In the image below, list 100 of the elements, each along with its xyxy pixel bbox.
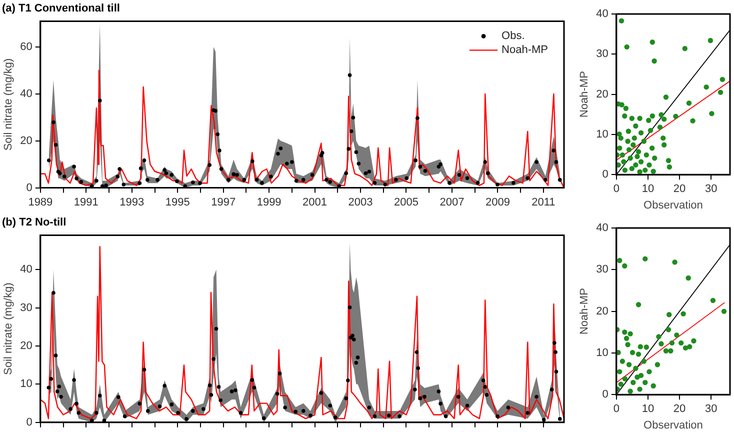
point (663, 348, 669, 354)
point (633, 123, 638, 129)
point (654, 362, 660, 368)
y-axis-title: Noah-MP (578, 288, 591, 335)
x-tick-label: 1993 (120, 196, 144, 208)
x-axis-title: Observation (644, 199, 703, 212)
y-tick-label: 0 (602, 168, 608, 181)
point (622, 113, 628, 119)
x-tick-label: 10 (642, 403, 654, 416)
point (638, 130, 644, 136)
point (633, 366, 638, 371)
x-tick-label: 1991 (74, 196, 98, 208)
point (636, 352, 642, 357)
point (618, 382, 624, 387)
point (637, 116, 642, 121)
point (720, 76, 726, 82)
chart-title: (a) T1 Conventional till (2, 2, 120, 15)
point (641, 358, 646, 364)
point (629, 116, 634, 121)
point (666, 158, 672, 164)
point (668, 348, 674, 354)
x-tick-label: 1995 (165, 196, 190, 208)
point (658, 341, 664, 346)
point (709, 110, 714, 116)
point (686, 275, 691, 281)
point (616, 369, 622, 374)
point (656, 334, 662, 340)
point (641, 138, 646, 144)
y-tick-label: 30 (596, 48, 608, 60)
point (622, 263, 628, 268)
x-tick-label: 2003 (348, 196, 373, 208)
point (630, 142, 636, 148)
point (618, 18, 624, 24)
point (673, 114, 678, 119)
point (620, 358, 626, 364)
y-tick-label: 0 (602, 388, 608, 401)
point (704, 84, 709, 90)
y-tick-label: 40 (20, 264, 32, 276)
point (621, 159, 626, 164)
y-tick-label: 10 (596, 128, 608, 140)
y-tick-label: 20 (596, 305, 608, 318)
point (616, 146, 622, 151)
y-tick-label: 20 (596, 88, 608, 100)
point (646, 162, 652, 168)
point (661, 142, 667, 148)
point (661, 116, 667, 122)
point (666, 327, 672, 332)
point (708, 38, 714, 44)
point (650, 168, 656, 174)
chart-title: (b) T2 No-till (2, 216, 66, 229)
x-axis-title: Observation (644, 419, 703, 432)
point (648, 128, 654, 134)
x-tick-label: 0 (613, 183, 620, 196)
point (633, 162, 638, 168)
x-tick-label: 1989 (28, 196, 53, 208)
x-tick-label: 2005 (394, 196, 418, 208)
point (622, 330, 628, 335)
y-axis-title: Soil nitrate (mg/kg) (2, 282, 15, 375)
point (626, 147, 632, 152)
point (618, 135, 624, 141)
y-tick-label: 60 (20, 41, 32, 54)
point (642, 380, 648, 386)
point (623, 106, 628, 111)
point (630, 380, 636, 386)
x-tick-label: 1999 (256, 196, 282, 208)
point (628, 331, 633, 336)
point (657, 124, 663, 130)
point (650, 40, 655, 45)
point (626, 362, 632, 368)
point (710, 298, 716, 304)
point (666, 164, 672, 170)
point (626, 128, 632, 134)
point (636, 149, 642, 154)
x-tick-label: 20 (673, 403, 686, 416)
point (674, 332, 680, 338)
point (624, 44, 630, 50)
y-tick-label: 40 (596, 222, 608, 234)
point (634, 374, 640, 380)
x-tick-label: 0 (613, 403, 620, 416)
y-tick-label: 10 (596, 346, 608, 359)
point (624, 336, 630, 341)
y-tick-label: 10 (20, 378, 32, 390)
point (669, 340, 675, 346)
point (644, 152, 650, 158)
y-tick-label: 20 (20, 340, 32, 352)
point (687, 344, 692, 350)
point (650, 113, 655, 119)
x-tick-label: 2001 (302, 196, 328, 208)
point (652, 156, 658, 161)
point (622, 168, 628, 173)
x-tick-label: 1997 (211, 196, 236, 208)
point (649, 146, 655, 151)
point (678, 340, 684, 346)
point (660, 135, 666, 141)
y-tick-label: 30 (20, 302, 32, 314)
x-tick-label: 30 (704, 183, 718, 196)
y-axis-title: Noah-MP (578, 71, 591, 118)
point (636, 302, 642, 308)
point (672, 260, 678, 265)
point (642, 168, 648, 173)
